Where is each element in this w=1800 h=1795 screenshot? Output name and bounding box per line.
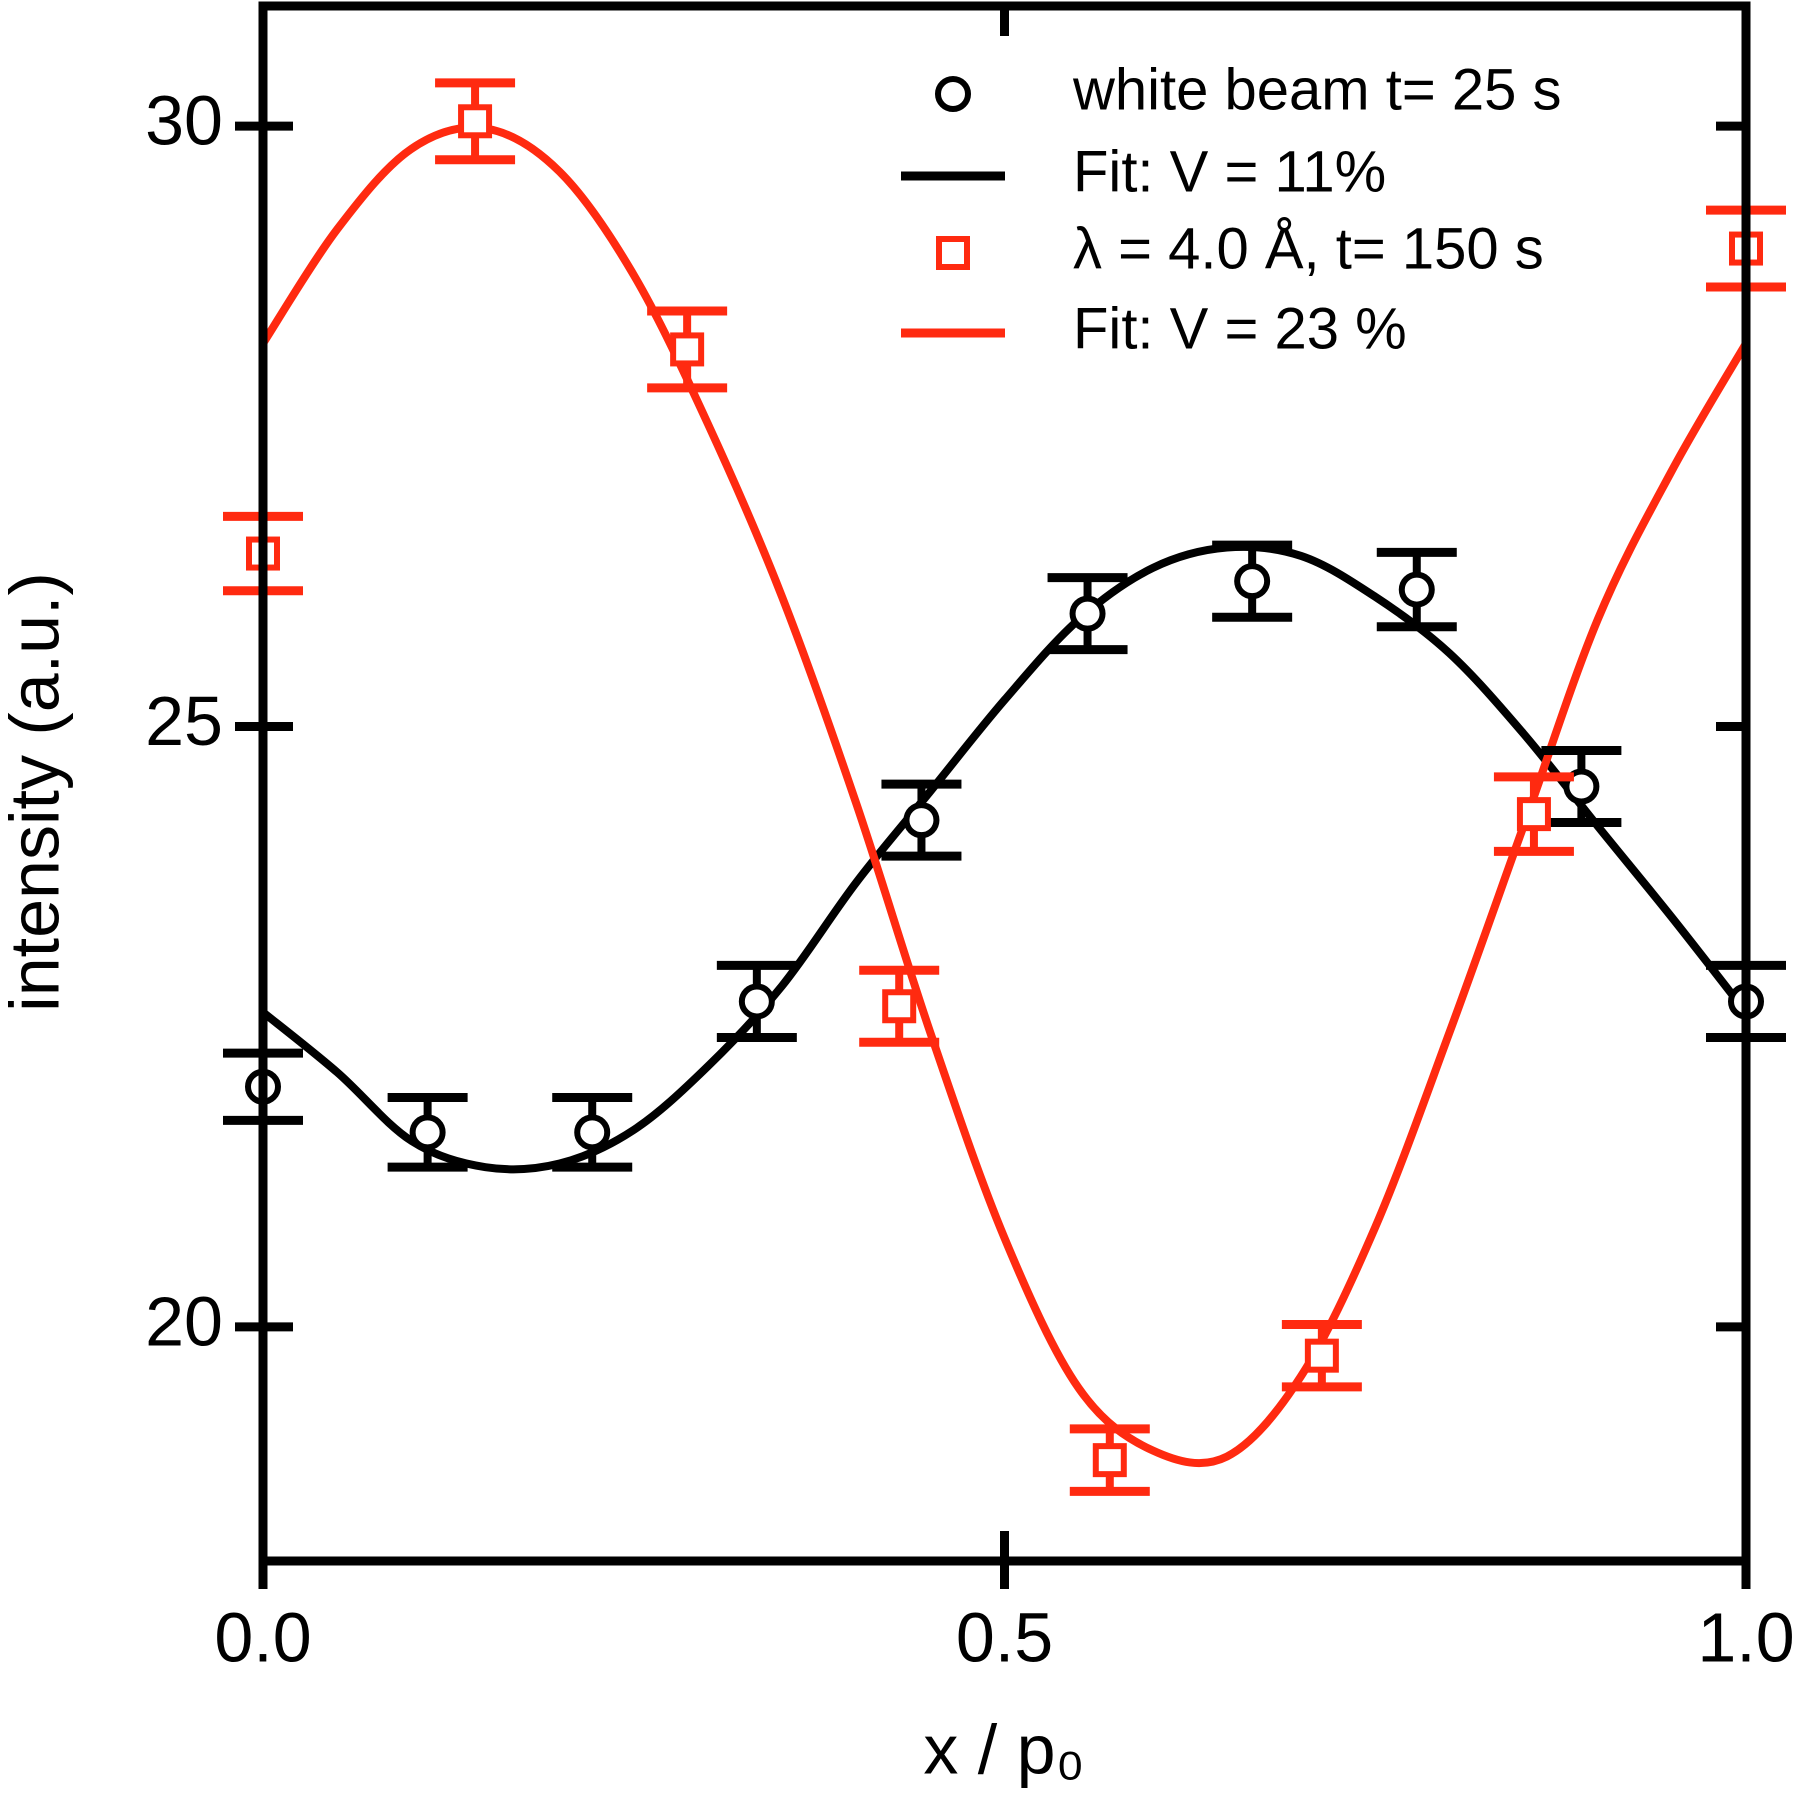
x-tick-label: 0.5 [956, 1598, 1053, 1676]
data-point [1398, 571, 1435, 608]
data-point [409, 1114, 446, 1151]
plot-frame [258, 1, 1751, 1566]
data-point [1092, 1443, 1127, 1478]
data-point [670, 332, 705, 367]
legend-marker [935, 76, 971, 112]
data-point [738, 983, 775, 1020]
fit-line [260, 542, 1750, 1174]
legend-label: white beam t= 25 s [1072, 57, 1561, 122]
legend-label: λ = 4.0 Å, t= 150 s [1073, 216, 1544, 281]
data-point [1304, 1338, 1339, 1373]
x-axis-label: x / p₀ [923, 1710, 1084, 1788]
data-point [903, 802, 940, 839]
x-tick-label: 1.0 [1697, 1598, 1794, 1676]
y-axis-label: intensity (a.u.) [0, 572, 73, 1012]
data-point [1234, 563, 1271, 600]
data-point [882, 989, 917, 1024]
legend-label: Fit: V = 23 % [1073, 296, 1407, 361]
legend-label: Fit: V = 11% [1073, 139, 1386, 204]
data-point [1069, 595, 1106, 632]
x-tick-label: 0.0 [214, 1598, 311, 1676]
y-tick-label: 30 [145, 82, 223, 160]
data-point [458, 104, 493, 139]
data-point [1516, 797, 1551, 832]
y-tick-label: 25 [145, 682, 223, 760]
y-tick-label: 20 [145, 1282, 223, 1360]
fit-line [259, 123, 1750, 1468]
legend-marker [936, 236, 970, 270]
data-point [574, 1114, 611, 1151]
